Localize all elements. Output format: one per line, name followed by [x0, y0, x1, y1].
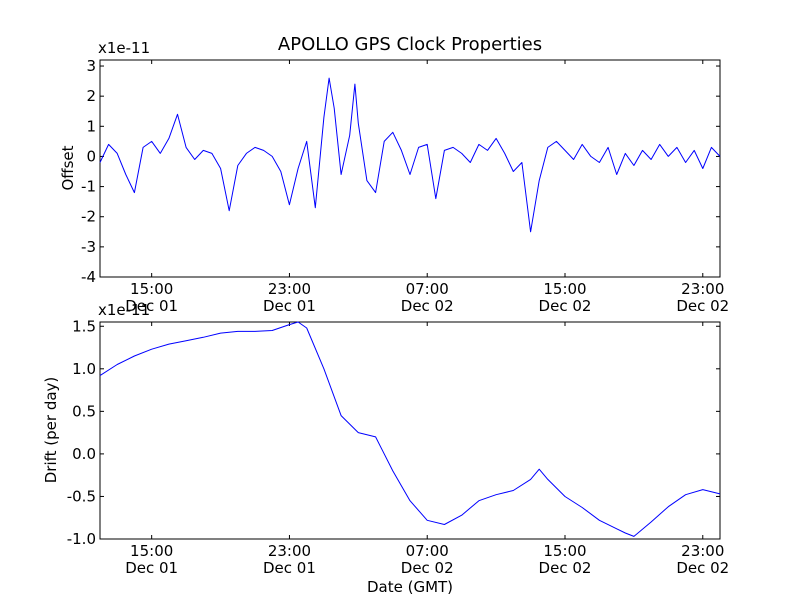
drift-y-tick-label: 0.5 [72, 402, 96, 420]
drift-x-axis-label: Date (GMT) [367, 578, 453, 596]
offset-y-tick-label: 0 [86, 147, 96, 165]
drift-y-tick-label: -1.0 [67, 530, 96, 548]
drift-x-tick-time: 07:00 [406, 542, 449, 560]
offset-x-tick-time: 15:00 [130, 280, 173, 298]
offset-y-tick-label: -1 [81, 178, 96, 196]
offset-x-tick-time: 15:00 [543, 280, 586, 298]
offset-y-tick-label: 1 [86, 117, 96, 135]
offset-y-ticks: 3 2 1 0 -1 -2 -3 -4 [81, 57, 720, 286]
offset-y-tick-label: -2 [81, 208, 96, 226]
drift-panel: x1e-11 Drift (per day) Date (GMT) 1.5 1.0… [42, 301, 729, 596]
offset-y-tick-label: 3 [86, 57, 96, 75]
offset-x-tick-date: Dec 01 [125, 297, 178, 315]
drift-y-ticks: 1.5 1.0 0.5 0.0 -0.5 -1.0 [67, 317, 720, 548]
offset-x-tick-time: 07:00 [406, 280, 449, 298]
offset-y-axis-label: Offset [59, 145, 77, 190]
drift-y-tick-label: 0.0 [72, 445, 96, 463]
drift-y-tick-label: 1.5 [72, 317, 96, 335]
drift-y-axis-label: Drift (per day) [42, 377, 60, 484]
offset-x-tick-date: Dec 02 [401, 297, 454, 315]
drift-x-tick-date: Dec 02 [401, 559, 454, 577]
chart-title: APOLLO GPS Clock Properties [278, 34, 542, 55]
offset-x-tick-date: Dec 01 [263, 297, 316, 315]
offset-x-tick-date: Dec 02 [676, 297, 729, 315]
drift-x-tick-time: 23:00 [681, 542, 724, 560]
drift-y-tick-label: -0.5 [67, 487, 96, 505]
drift-x-tick-date: Dec 01 [263, 559, 316, 577]
offset-y-tick-label: -3 [81, 238, 96, 256]
drift-x-tick-time: 15:00 [130, 542, 173, 560]
drift-scale-label: x1e-11 [98, 301, 150, 319]
drift-x-tick-time: 15:00 [543, 542, 586, 560]
drift-x-tick-date: Dec 02 [676, 559, 729, 577]
offset-x-tick-time: 23:00 [681, 280, 724, 298]
offset-y-tick-label: 2 [86, 87, 96, 105]
offset-y-tick-label: -4 [81, 268, 96, 286]
drift-x-tick-time: 23:00 [268, 542, 311, 560]
offset-scale-label: x1e-11 [98, 39, 150, 57]
drift-series-line [99, 321, 721, 537]
drift-x-tick-date: Dec 01 [125, 559, 178, 577]
drift-axes-frame [99, 321, 721, 540]
offset-x-tick-time: 23:00 [268, 280, 311, 298]
offset-axes-frame [99, 59, 721, 278]
offset-series-line [99, 77, 721, 233]
drift-y-tick-label: 1.0 [72, 360, 96, 378]
offset-x-tick-date: Dec 02 [539, 297, 592, 315]
drift-x-tick-date: Dec 02 [539, 559, 592, 577]
